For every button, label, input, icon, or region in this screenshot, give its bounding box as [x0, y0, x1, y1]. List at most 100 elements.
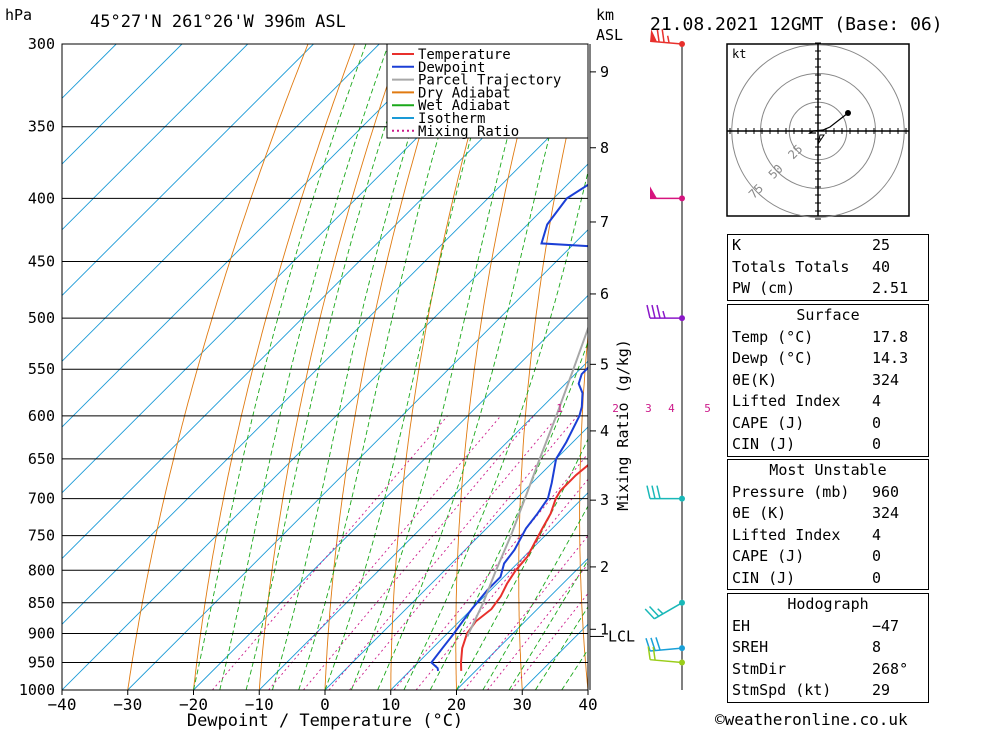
wind-barb-flag: [644, 608, 655, 620]
surface-row: CAPE (J) 0: [728, 413, 928, 435]
hodograph-unit: kt: [732, 47, 746, 61]
wind-barb-flag: [656, 28, 660, 43]
wet-adiabat-line: [350, 44, 534, 690]
legend-label: Temperature: [418, 47, 511, 63]
legend-dewpoint: Dewpoint: [392, 60, 485, 76]
wind-barb: [646, 304, 685, 322]
wind-barb-flag: [656, 485, 661, 499]
wet-adiabat-line: [193, 44, 367, 690]
pressure-tick-label: 1000: [19, 681, 55, 699]
dry-adiabat-line: [958, 35, 1000, 690]
wind-barb-flag: [645, 638, 651, 652]
x-tick-label: −20: [179, 695, 208, 714]
km-tick-label: 9: [600, 63, 609, 81]
surface-value: 0: [872, 435, 882, 453]
hodograph-title: Hodograph: [787, 595, 869, 613]
pressure-tick-label: 800: [28, 561, 55, 579]
wind-barb-flag: [656, 304, 661, 319]
wind-barb-half-flag: [657, 608, 664, 615]
dewpoint-line: [430, 183, 588, 672]
isotherm-line: [127, 229, 588, 690]
most-unstable-row: θE (K) 324: [728, 503, 928, 525]
most-unstable-table: Most Unstable Pressure (mb) 960 θE (K) 324 L…: [727, 459, 929, 590]
index-value: 2.51: [872, 279, 909, 297]
wet-adiabat-line: [324, 44, 499, 690]
wind-barb-flag: [646, 485, 651, 499]
x-axis-label: Dewpoint / Temperature (°C): [187, 711, 463, 731]
legend-wet-adiabat: Wet Adiabat: [392, 98, 511, 114]
km-tick-label: 2: [600, 558, 609, 576]
index-label: PW (cm): [732, 279, 796, 297]
most-unstable-row: CIN (J) 0: [728, 568, 928, 590]
index-value: 25: [872, 236, 891, 254]
temperature-line: [459, 463, 588, 671]
hodograph-stat-value: 29: [872, 681, 891, 699]
x-tick-label: 40: [578, 695, 597, 714]
most-unstable-label: CIN (J): [732, 568, 796, 587]
most-unstable-label: Lifted Index: [732, 525, 841, 544]
surface-label: CIN (J): [732, 435, 796, 453]
wind-barb-flag: [647, 646, 651, 660]
isotherm-line: [62, 163, 588, 690]
most-unstable-row: Pressure (mb) 960: [728, 482, 928, 504]
surface-label: θE(K): [732, 370, 778, 389]
wind-barb-pennant: [650, 29, 658, 42]
wind-barb-flag: [661, 29, 665, 43]
x-tick-label: 30: [513, 695, 532, 714]
hodograph-stat-value: 268°: [872, 659, 909, 678]
mixing-ratio-line: [393, 453, 588, 690]
hodograph-stat-value: 8: [872, 638, 882, 656]
legend-label: Parcel Trajectory: [418, 73, 561, 89]
hodograph-stat-row: StmDir 268°: [728, 659, 928, 681]
isotherm-line: [62, 44, 446, 428]
wind-barb-flag: [652, 646, 656, 661]
parcel-trajectory-line: [466, 325, 588, 637]
x-tick-label: −30: [113, 695, 142, 714]
hodograph-stat-label: StmDir: [732, 659, 787, 678]
lcl-label: LCL: [608, 627, 635, 645]
pressure-unit-label: hPa: [5, 6, 32, 24]
dry-adiabat-line: [258, 44, 402, 690]
hodograph-table: Hodograph EH −47 SREH 8 StmDir 268° StmSpd (kt…: [727, 593, 929, 703]
pressure-tick-label: 700: [28, 490, 55, 508]
surface-row: Temp (°C) 17.8: [728, 327, 928, 349]
isotherm-line: [62, 44, 314, 297]
surface-row: CIN (J) 0: [728, 434, 928, 456]
pressure-tick-label: 300: [28, 35, 55, 53]
most-unstable-row: CAPE (J) 0: [728, 546, 928, 568]
hodograph-stat-row: SREH 8: [728, 637, 928, 659]
x-tick-label: 0: [320, 695, 330, 714]
x-tick-label: 20: [447, 695, 466, 714]
mixing-ratio-axis-label: Mixing Ratio (g/kg): [614, 339, 632, 511]
x-tick-label: −10: [245, 695, 274, 714]
index-row-totals: Totals Totals 40: [728, 257, 928, 279]
mixing-ratio-label: 2: [612, 402, 619, 415]
index-value: 40: [872, 257, 891, 276]
surface-value: 0: [872, 413, 882, 432]
surface-row: Dewp (°C) 14.3: [728, 348, 928, 370]
legend-label: Wet Adiabat: [418, 98, 511, 114]
km-tick-label: 8: [600, 139, 609, 157]
pressure-tick-label: 950: [28, 653, 55, 671]
copyright-text: ©weatheronline.co.uk: [715, 710, 908, 729]
surface-title: Surface: [796, 306, 860, 324]
indices-table: K 25 Totals Totals 40 PW (cm) 2.51: [727, 234, 929, 301]
km-tick-label: 7: [600, 213, 609, 231]
isotherm-line: [324, 426, 588, 690]
wet-adiabat-line: [245, 44, 413, 690]
legend-parcel: Parcel Trajectory: [392, 73, 561, 89]
legend-dry-adiabat: Dry Adiabat: [392, 85, 511, 101]
wet-adiabat-line: [298, 44, 467, 690]
mixing-ratio-line: [212, 415, 448, 690]
km-tick-label: 5: [600, 355, 609, 373]
index-label: K: [732, 236, 742, 254]
isotherm-line: [258, 360, 588, 690]
mixing-ratio-label: 1: [556, 402, 563, 415]
hodograph-stat-label: EH: [732, 616, 751, 635]
mixing-ratio-label: 5: [704, 402, 711, 415]
wind-barb-staff: [653, 602, 683, 620]
isotherm-line: [62, 44, 512, 494]
pressure-tick-label: 900: [28, 624, 55, 642]
most-unstable-value: 960: [872, 482, 900, 501]
